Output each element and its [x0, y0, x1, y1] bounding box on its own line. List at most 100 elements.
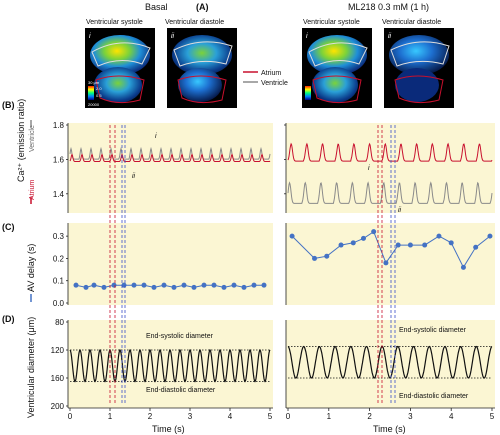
annotation-end-systolic-right: End-systolic diameter	[399, 327, 467, 334]
scatter-c-left-point-15	[221, 284, 227, 290]
annotation-ii-left: ii	[132, 173, 136, 180]
scatter-c-right-point-0	[289, 233, 295, 239]
ylabel-d: Ventricular diameter (μm)	[26, 317, 36, 418]
panel-label-b: (B)	[2, 100, 15, 110]
scatter-c-right-point-10	[422, 242, 428, 248]
xlabel-left: Time (s)	[152, 424, 185, 434]
xlabel-right: Time (s)	[373, 424, 406, 434]
panel-label-a: (A)	[196, 2, 209, 12]
image-tag-ii-left: ii	[171, 33, 175, 40]
colorbar-mid: 0.5	[96, 93, 102, 98]
heart-image-right-systole: i	[302, 28, 372, 108]
scatter-c-right-point-14	[473, 244, 479, 250]
panel-label-c: (C)	[2, 222, 15, 232]
xtick-left-5: 5	[268, 412, 273, 421]
xtick-right-1: 1	[327, 412, 332, 421]
scatter-c-left-point-12	[191, 284, 197, 290]
colorbar-scale: 30 μm	[88, 80, 100, 85]
ylabel-b: Ca²⁺ (emission ratio)	[16, 99, 26, 182]
panel-d-right-bg	[286, 320, 495, 408]
scatter-c-left-point-6	[131, 282, 137, 288]
scatter-c-right-point-5	[360, 235, 366, 241]
scatter-c-left-point-18	[251, 282, 257, 288]
scatter-c-left-point-3	[101, 284, 107, 290]
scatter-c-left-point-16	[231, 282, 237, 288]
scatter-c-left-point-2	[91, 282, 97, 288]
scatter-c-right-point-8	[395, 242, 401, 248]
ytick-b-2: 1.4	[53, 190, 65, 199]
annotation-end-diastolic-right: End-diastolic diameter	[399, 393, 469, 400]
ytick-c-3: 0.0	[53, 299, 65, 308]
scatter-c-left-point-13	[201, 282, 207, 288]
ylabel-b-atrium: Atrium	[29, 180, 36, 200]
scatter-c-right-point-1	[312, 255, 318, 261]
scatter-c-left-point-11	[181, 282, 187, 288]
xtick-left-3: 3	[188, 412, 193, 421]
scatter-c-left-point-14	[211, 282, 217, 288]
ytick-d-3: 200	[51, 402, 65, 411]
colorbar-bottom: 20000	[88, 102, 100, 107]
panel-label-d: (D)	[2, 314, 15, 324]
trace-b-right-ventricle	[287, 181, 493, 204]
scatter-c-left-point-1	[83, 284, 89, 290]
event-lines	[109, 125, 396, 405]
scatter-c-right-point-12	[448, 240, 454, 246]
xtick-right-3: 3	[408, 412, 413, 421]
annotation-ii-right: ii	[398, 207, 402, 214]
ytick-d-1: 120	[51, 346, 65, 355]
scatter-c-right-point-2	[324, 253, 330, 259]
panel-b-right-bg	[286, 123, 495, 213]
legend-ventricle-label: Ventricle	[261, 80, 288, 87]
xtick-left-4: 4	[228, 412, 233, 421]
heart-image-left-systole: i 30 μm 2.0 0.5 20000	[85, 28, 155, 108]
image-tag-ii-right: ii	[388, 33, 392, 40]
annotation-end-diastolic-left: End-diastolic diameter	[146, 387, 216, 394]
colorbar-right	[305, 86, 311, 100]
scatter-c-left-point-7	[141, 282, 147, 288]
xtick-left-1: 1	[108, 412, 113, 421]
ytick-d-2: 160	[51, 374, 65, 383]
scatter-c-right-point-3	[338, 242, 344, 248]
xtick-right-5: 5	[490, 412, 495, 421]
xtick-left-2: 2	[148, 412, 153, 421]
colorbar-top: 2.0	[96, 86, 102, 91]
trace-b-right-atrium	[287, 142, 493, 162]
scatter-c-right-point-6	[371, 229, 377, 235]
scatter-c-right-point-11	[436, 233, 442, 239]
panel-b-left-bg	[68, 123, 273, 213]
phase-label-right-diastole: Ventricular diastole	[382, 19, 441, 26]
scatter-c-right-point-7	[383, 260, 389, 266]
xtick-left-0: 0	[68, 412, 73, 421]
scatter-c-right-point-15	[487, 233, 493, 239]
colorbar	[88, 86, 94, 100]
ytick-c-1: 0.2	[53, 254, 65, 263]
heart-image-left-diastole: ii	[167, 28, 237, 108]
scatter-c-right-line	[291, 230, 491, 269]
phase-label-right-systole: Ventricular systole	[303, 19, 360, 26]
annotation-i-left: i	[155, 133, 157, 140]
chart-series	[69, 142, 493, 383]
condition-left-title: Basal	[145, 2, 168, 12]
axes	[67, 123, 495, 409]
scatter-c-right-point-9	[407, 242, 413, 248]
ytick-c-2: 0.1	[53, 277, 65, 286]
ytick-d-0: 80	[55, 318, 64, 327]
panel-c-right-bg	[286, 223, 495, 305]
annotation-end-systolic-left: End-systolic diameter	[146, 333, 214, 340]
panel-c-left-bg	[68, 223, 273, 305]
annotation-i-right: i	[368, 165, 370, 172]
condition-right-title: ML218 0.3 mM (1 h)	[348, 2, 429, 12]
legend: Atrium Ventricle	[243, 70, 288, 87]
ytick-c-0: 0.3	[53, 232, 65, 241]
heart-image-right-diastole: ii	[384, 28, 454, 108]
scatter-c-left-point-19	[261, 282, 267, 288]
phase-label-left-systole: Ventricular systole	[86, 19, 143, 26]
scatter-c-right-point-4	[350, 240, 356, 246]
legend-atrium-label: Atrium	[261, 70, 281, 77]
scatter-c-left-point-4	[111, 282, 117, 288]
scatter-c-left-point-0	[73, 282, 79, 288]
image-tag-i-right: i	[306, 33, 308, 40]
